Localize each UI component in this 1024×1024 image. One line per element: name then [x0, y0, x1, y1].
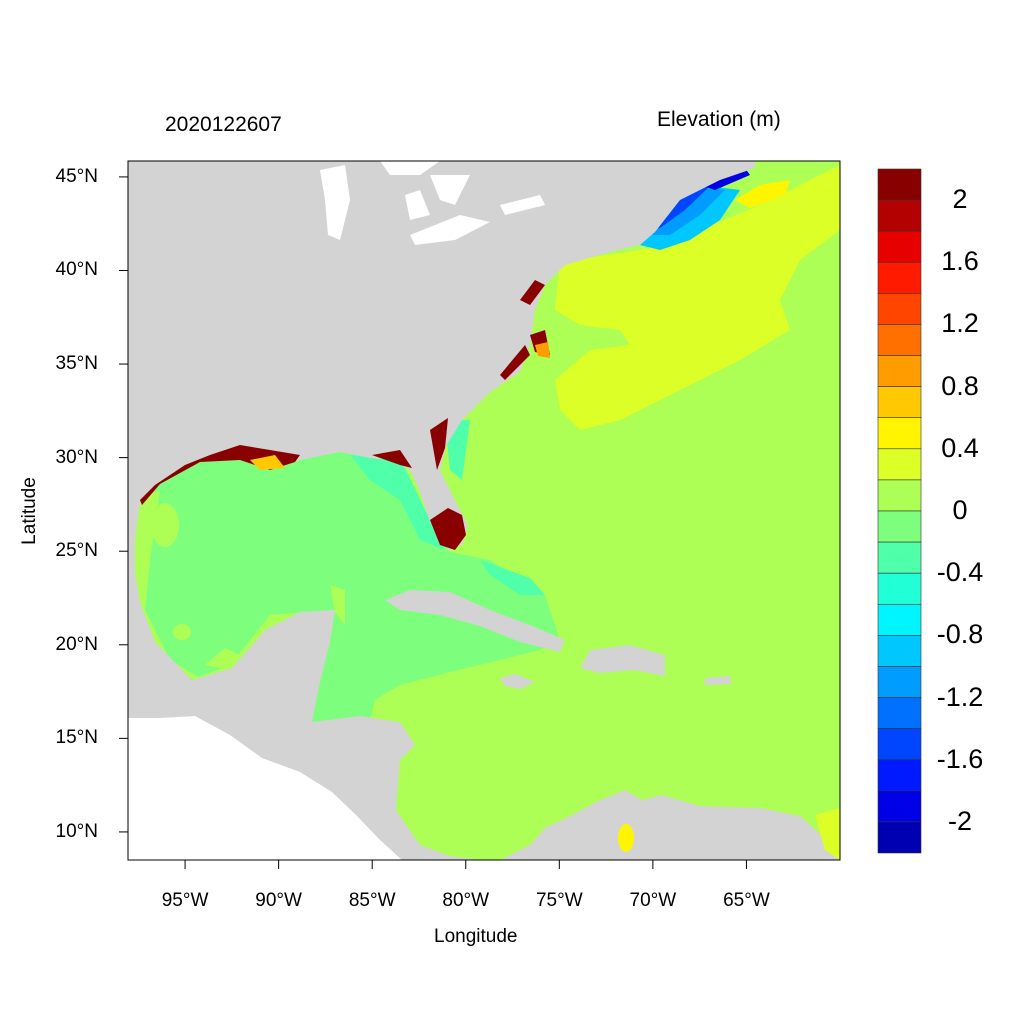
- colorbar-label: 0.8: [941, 370, 979, 401]
- lake-maracaibo: [618, 824, 634, 852]
- bay-of-fundy-high: [735, 180, 790, 208]
- colorbar-swatch: [877, 417, 922, 450]
- y-tick-label: 35°N: [55, 353, 98, 375]
- y-axis-label: Latitude: [18, 477, 40, 545]
- colorbar-swatch: [877, 728, 922, 761]
- colorbar-swatch: [877, 230, 922, 263]
- north-atlantic-high-region: [555, 165, 840, 430]
- gulf-of-mexico-water: [135, 450, 560, 722]
- x-tick-label: 65°W: [723, 890, 770, 911]
- timestamp-title: 2020122607: [165, 113, 282, 136]
- colorbar-label: -1.2: [936, 681, 984, 712]
- colorbar-label: -0.4: [936, 557, 984, 588]
- colorbar-swatch: [877, 666, 922, 698]
- colorbar-swatch: [877, 790, 922, 823]
- south-florida-high: [430, 508, 466, 550]
- colorbar-swatch: [877, 168, 922, 201]
- colorbar-swatch: [877, 448, 922, 481]
- x-axis-label: Longitude: [434, 926, 518, 947]
- pamlico-sound-high: [535, 342, 550, 358]
- gulf-shelf-patch: [205, 648, 240, 670]
- gulf-shelf-patch: [173, 624, 191, 640]
- colorbar-label: 2: [952, 184, 968, 215]
- colorbar-label: -0.8: [936, 619, 984, 650]
- colorbar-swatch: [877, 293, 922, 325]
- colorbar-label: 0.4: [941, 432, 979, 463]
- colorbar-swatch: [877, 541, 922, 574]
- colorbar-swatch: [877, 199, 922, 232]
- colorbar-label: -2: [947, 805, 973, 836]
- colorbar-swatch: [877, 355, 922, 387]
- x-tick-label: 70°W: [629, 890, 677, 911]
- colorbar-swatch: [877, 759, 922, 792]
- colorbar-swatch: [877, 572, 922, 605]
- jamaica: [500, 674, 535, 689]
- colorbar-label: -1.6: [936, 743, 984, 774]
- south-america-land: [500, 790, 840, 860]
- colorbar-label: 1.2: [941, 308, 979, 339]
- yucatan-shelf-patch: [330, 585, 345, 625]
- trinidad-shelf: [815, 808, 840, 860]
- y-tick-label: 30°N: [55, 446, 98, 468]
- hispaniola: [580, 645, 665, 676]
- variable-title: Elevation (m): [657, 108, 781, 131]
- great-lakes: [320, 161, 545, 245]
- x-tick-label: 85°W: [348, 890, 396, 911]
- cuba: [385, 590, 565, 652]
- colorbar-swatch: [877, 635, 922, 667]
- colorbar-swatch: [877, 386, 922, 419]
- colorbar-swatch: [877, 603, 922, 636]
- colorbar-swatch: [877, 821, 922, 854]
- x-tick-label: 90°W: [255, 890, 302, 911]
- y-tick-label: 40°N: [55, 259, 98, 281]
- colorbar-swatch: [877, 697, 922, 729]
- y-tick-label: 45°N: [55, 165, 98, 187]
- colorbar-swatch: [877, 510, 922, 543]
- y-tick-label: 15°N: [55, 727, 98, 749]
- y-tick-label: 10°N: [55, 820, 98, 842]
- colorbar-label: 1.6: [941, 246, 979, 277]
- colorbar-swatch: [877, 261, 922, 294]
- bahamas-bank: [480, 560, 545, 595]
- colorbar-label: 0: [952, 495, 968, 525]
- x-tick-label: 95°W: [161, 890, 209, 911]
- west-florida-shelf: [350, 455, 445, 550]
- colorbar-swatch: [877, 324, 922, 356]
- north-america-land: [128, 161, 755, 860]
- pacific-ocean: [128, 716, 402, 860]
- gulf-shelf-patch: [151, 503, 179, 547]
- plot-frame: [127, 160, 841, 861]
- puerto-rico: [705, 676, 731, 685]
- coastal-high-water: [140, 280, 550, 505]
- mississippi-delta-high: [250, 455, 285, 470]
- x-tick-label: 80°W: [442, 890, 490, 911]
- y-tick-label: 20°N: [55, 633, 98, 655]
- colorbar-swatch: [877, 479, 922, 512]
- y-tick-label: 25°N: [55, 540, 98, 562]
- x-tick-label: 75°W: [535, 890, 583, 911]
